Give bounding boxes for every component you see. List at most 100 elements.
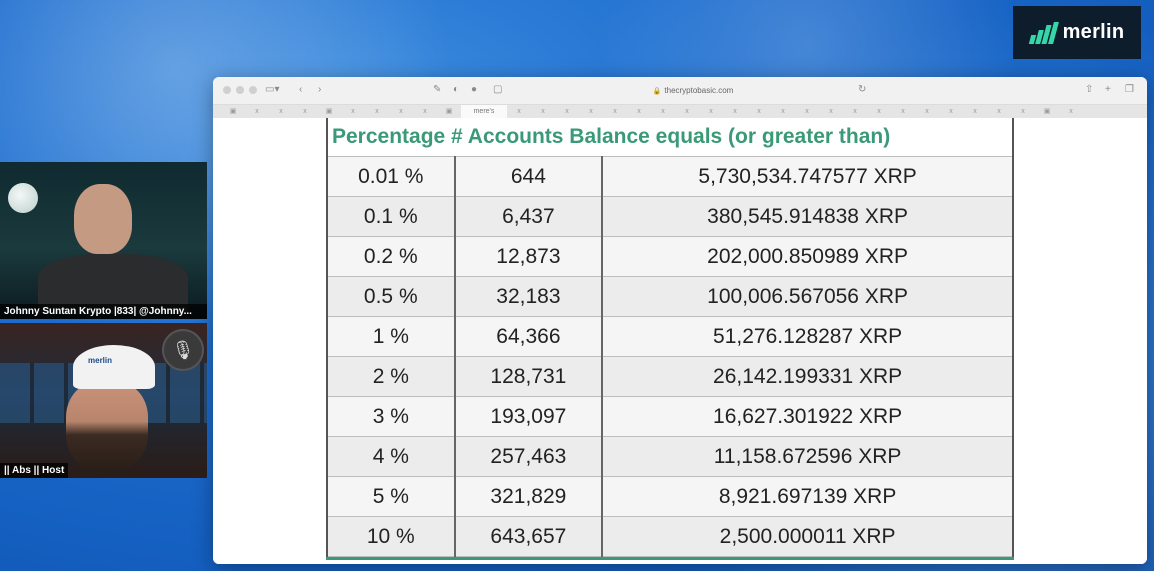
tab-bar: ▣ x x x ▣ x x x x ▣ mere's x x x x x x x… [213, 105, 1147, 119]
table-bottom-rule [326, 557, 1014, 560]
tab[interactable]: x [685, 108, 689, 115]
balance-cell: 11,158.672596 XRP [601, 436, 1014, 477]
balance-table: 0.01 % 644 5,730,534.747577 XRP 0.1 % 6,… [326, 156, 1014, 557]
person-head [74, 184, 132, 254]
person-cap [73, 345, 155, 389]
tab[interactable]: x [351, 108, 355, 115]
browser-toolbar: ▭▾ ‹ › ✎ ◐ ● ▢ 🔒 thecryptobasic.com ↻ ⇧ +… [213, 77, 1147, 105]
tab[interactable]: x [757, 108, 761, 115]
window-controls [223, 86, 257, 94]
extension-icon[interactable]: ● [471, 84, 478, 95]
accounts-cell: 32,183 [453, 276, 603, 317]
share-icon[interactable]: ⇧ [1085, 84, 1094, 95]
percentage-cell: 3 % [326, 396, 456, 437]
tab[interactable]: ▣ [445, 108, 453, 115]
microphone-icon: 🎙 [162, 329, 204, 371]
merlin-logo-icon [1028, 21, 1059, 44]
balance-cell: 51,276.128287 XRP [601, 316, 1014, 357]
reload-icon[interactable]: ↻ [858, 84, 867, 95]
tab[interactable]: x [997, 108, 1001, 115]
sidebar-icon[interactable]: ▭▾ [265, 84, 280, 95]
tab[interactable]: x [399, 108, 403, 115]
balance-cell: 202,000.850989 XRP [601, 236, 1014, 277]
balance-cell: 5,730,534.747577 XRP [601, 156, 1014, 197]
tab-active[interactable]: mere's [461, 105, 507, 118]
tab[interactable]: x [925, 108, 929, 115]
percentage-cell: 0.01 % [326, 156, 456, 197]
balance-cell: 380,545.914838 XRP [601, 196, 1014, 237]
table-row: 5 % 321,829 8,921.697139 XRP [326, 476, 1014, 517]
tab[interactable]: x [901, 108, 905, 115]
tab[interactable]: x [637, 108, 641, 115]
tab[interactable]: x [517, 108, 521, 115]
forward-icon[interactable]: › [318, 84, 322, 95]
close-window-button[interactable] [223, 86, 231, 94]
tab[interactable]: ▣ [1043, 108, 1051, 115]
tab[interactable]: x [255, 108, 259, 115]
tab[interactable]: x [565, 108, 569, 115]
address-bar[interactable]: 🔒 thecryptobasic.com [553, 83, 833, 98]
tab[interactable]: x [733, 108, 737, 115]
minimize-window-button[interactable] [236, 86, 244, 94]
percentage-cell: 0.2 % [326, 236, 456, 277]
accounts-cell: 6,437 [453, 196, 603, 237]
balance-cell: 16,627.301922 XRP [601, 396, 1014, 437]
tab[interactable]: x [661, 108, 665, 115]
url-text: thecryptobasic.com [664, 86, 734, 95]
tab[interactable]: x [829, 108, 833, 115]
accounts-cell: 64,366 [453, 316, 603, 357]
tab[interactable]: x [949, 108, 953, 115]
reader-icon[interactable]: ▢ [493, 84, 503, 95]
maximize-window-button[interactable] [249, 86, 257, 94]
tab[interactable]: x [877, 108, 881, 115]
tab[interactable]: x [303, 108, 307, 115]
table-row: 3 % 193,097 16,627.301922 XRP [326, 396, 1014, 437]
person-face [66, 381, 148, 471]
tab[interactable]: x [541, 108, 545, 115]
tab[interactable]: x [613, 108, 617, 115]
tab[interactable]: x [375, 108, 379, 115]
webcam-johnny: Johnny Suntan Krypto |833| @Johnny... [0, 162, 207, 319]
table-row: 0.5 % 32,183 100,006.567056 XRP [326, 276, 1014, 317]
tab[interactable]: x [709, 108, 713, 115]
tab[interactable]: ▣ [325, 108, 333, 115]
cam-name-label: || Abs || Host [0, 463, 69, 478]
percentage-cell: 0.5 % [326, 276, 456, 317]
lock-icon: 🔒 [652, 88, 662, 95]
tab[interactable]: x [781, 108, 785, 115]
table-row: 0.01 % 644 5,730,534.747577 XRP [326, 156, 1014, 197]
percentage-cell: 1 % [326, 316, 456, 357]
logo-text: merlin [1062, 21, 1125, 43]
tab[interactable]: x [423, 108, 427, 115]
xrp-rich-list-table: Percentage # Accounts Balance equals (or… [326, 118, 1014, 560]
table-row: 0.1 % 6,437 380,545.914838 XRP [326, 196, 1014, 237]
accounts-cell: 12,873 [453, 236, 603, 277]
shield-icon[interactable]: ◐ [453, 84, 460, 95]
table-row: 0.2 % 12,873 202,000.850989 XRP [326, 236, 1014, 277]
percentage-cell: 0.1 % [326, 196, 456, 237]
tab[interactable]: x [279, 108, 283, 115]
new-tab-icon[interactable]: + [1105, 84, 1111, 95]
balance-cell: 26,142.199331 XRP [601, 356, 1014, 397]
tab[interactable]: x [1021, 108, 1025, 115]
tab[interactable]: x [805, 108, 809, 115]
tab[interactable]: x [973, 108, 977, 115]
tab[interactable]: x [1069, 108, 1073, 115]
percentage-cell: 10 % [326, 516, 456, 557]
tab[interactable]: x [589, 108, 593, 115]
balance-cell: 8,921.697139 XRP [601, 476, 1014, 517]
accounts-cell: 257,463 [453, 436, 603, 477]
page-content: Percentage # Accounts Balance equals (or… [213, 118, 1147, 564]
pen-icon[interactable]: ✎ [433, 84, 442, 95]
tab[interactable]: x [853, 108, 857, 115]
percentage-cell: 4 % [326, 436, 456, 477]
accounts-cell: 128,731 [453, 356, 603, 397]
tab[interactable]: ▣ [229, 108, 237, 115]
cam-name-label: Johnny Suntan Krypto |833| @Johnny... [0, 304, 207, 319]
balance-cell: 100,006.567056 XRP [601, 276, 1014, 317]
back-icon[interactable]: ‹ [299, 84, 303, 95]
table-header: Percentage # Accounts Balance equals (or… [326, 118, 1014, 156]
cap-logo-text: merlin [88, 356, 113, 365]
percentage-cell: 2 % [326, 356, 456, 397]
tabs-overview-icon[interactable]: ❐ [1125, 84, 1134, 95]
